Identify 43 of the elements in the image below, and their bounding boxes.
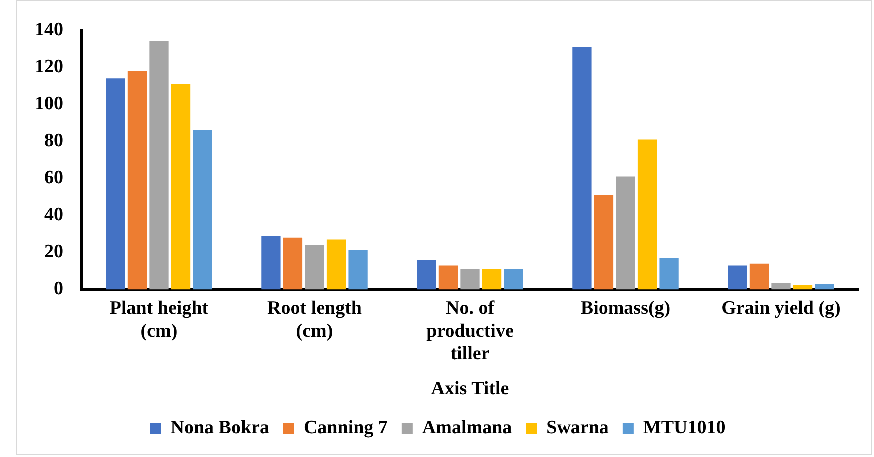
bar	[106, 78, 126, 290]
legend-label: Swarna	[546, 417, 610, 438]
bar	[594, 195, 614, 290]
bar	[482, 269, 502, 290]
bar	[193, 130, 212, 290]
x-tick-label: No. of productive tiller	[426, 298, 514, 365]
x-tick-label: Biomass(g)	[580, 298, 671, 320]
legend-label: MTU1010	[643, 417, 726, 438]
x-axis-title: Axis Title	[431, 378, 510, 400]
bar	[460, 269, 480, 290]
bar	[815, 284, 834, 290]
legend-label: Canning 7	[304, 417, 388, 438]
bar	[638, 140, 658, 290]
bar	[616, 176, 636, 290]
legend-label: Nona Bokra	[170, 417, 270, 438]
y-tick-label: 120	[35, 56, 64, 78]
bar	[305, 245, 324, 290]
x-tick-label: Grain yield (g)	[722, 298, 841, 320]
y-tick-label: 80	[44, 130, 64, 152]
bar	[504, 269, 524, 290]
legend-label: Amalmana	[422, 417, 513, 438]
y-tick-label: 0	[54, 278, 64, 300]
bar	[660, 258, 679, 290]
bar	[750, 264, 770, 290]
bar	[417, 260, 436, 290]
bar	[572, 47, 592, 290]
bar	[262, 236, 281, 290]
bar	[171, 84, 191, 290]
y-tick-label: 20	[44, 242, 64, 263]
bar	[150, 42, 169, 290]
bar	[438, 266, 458, 290]
y-tick-label: 40	[44, 204, 64, 226]
x-tick-label: Root length (cm)	[268, 298, 362, 342]
x-tick-label: Plant height (cm)	[110, 298, 210, 342]
bar	[326, 240, 346, 290]
bar	[283, 238, 303, 290]
bar	[128, 71, 148, 290]
y-tick-label: 140	[35, 19, 64, 40]
bar	[728, 266, 748, 290]
bar	[772, 283, 791, 290]
y-tick-label: 60	[44, 168, 64, 189]
y-tick-label: 100	[35, 93, 64, 114]
bar	[348, 250, 368, 290]
